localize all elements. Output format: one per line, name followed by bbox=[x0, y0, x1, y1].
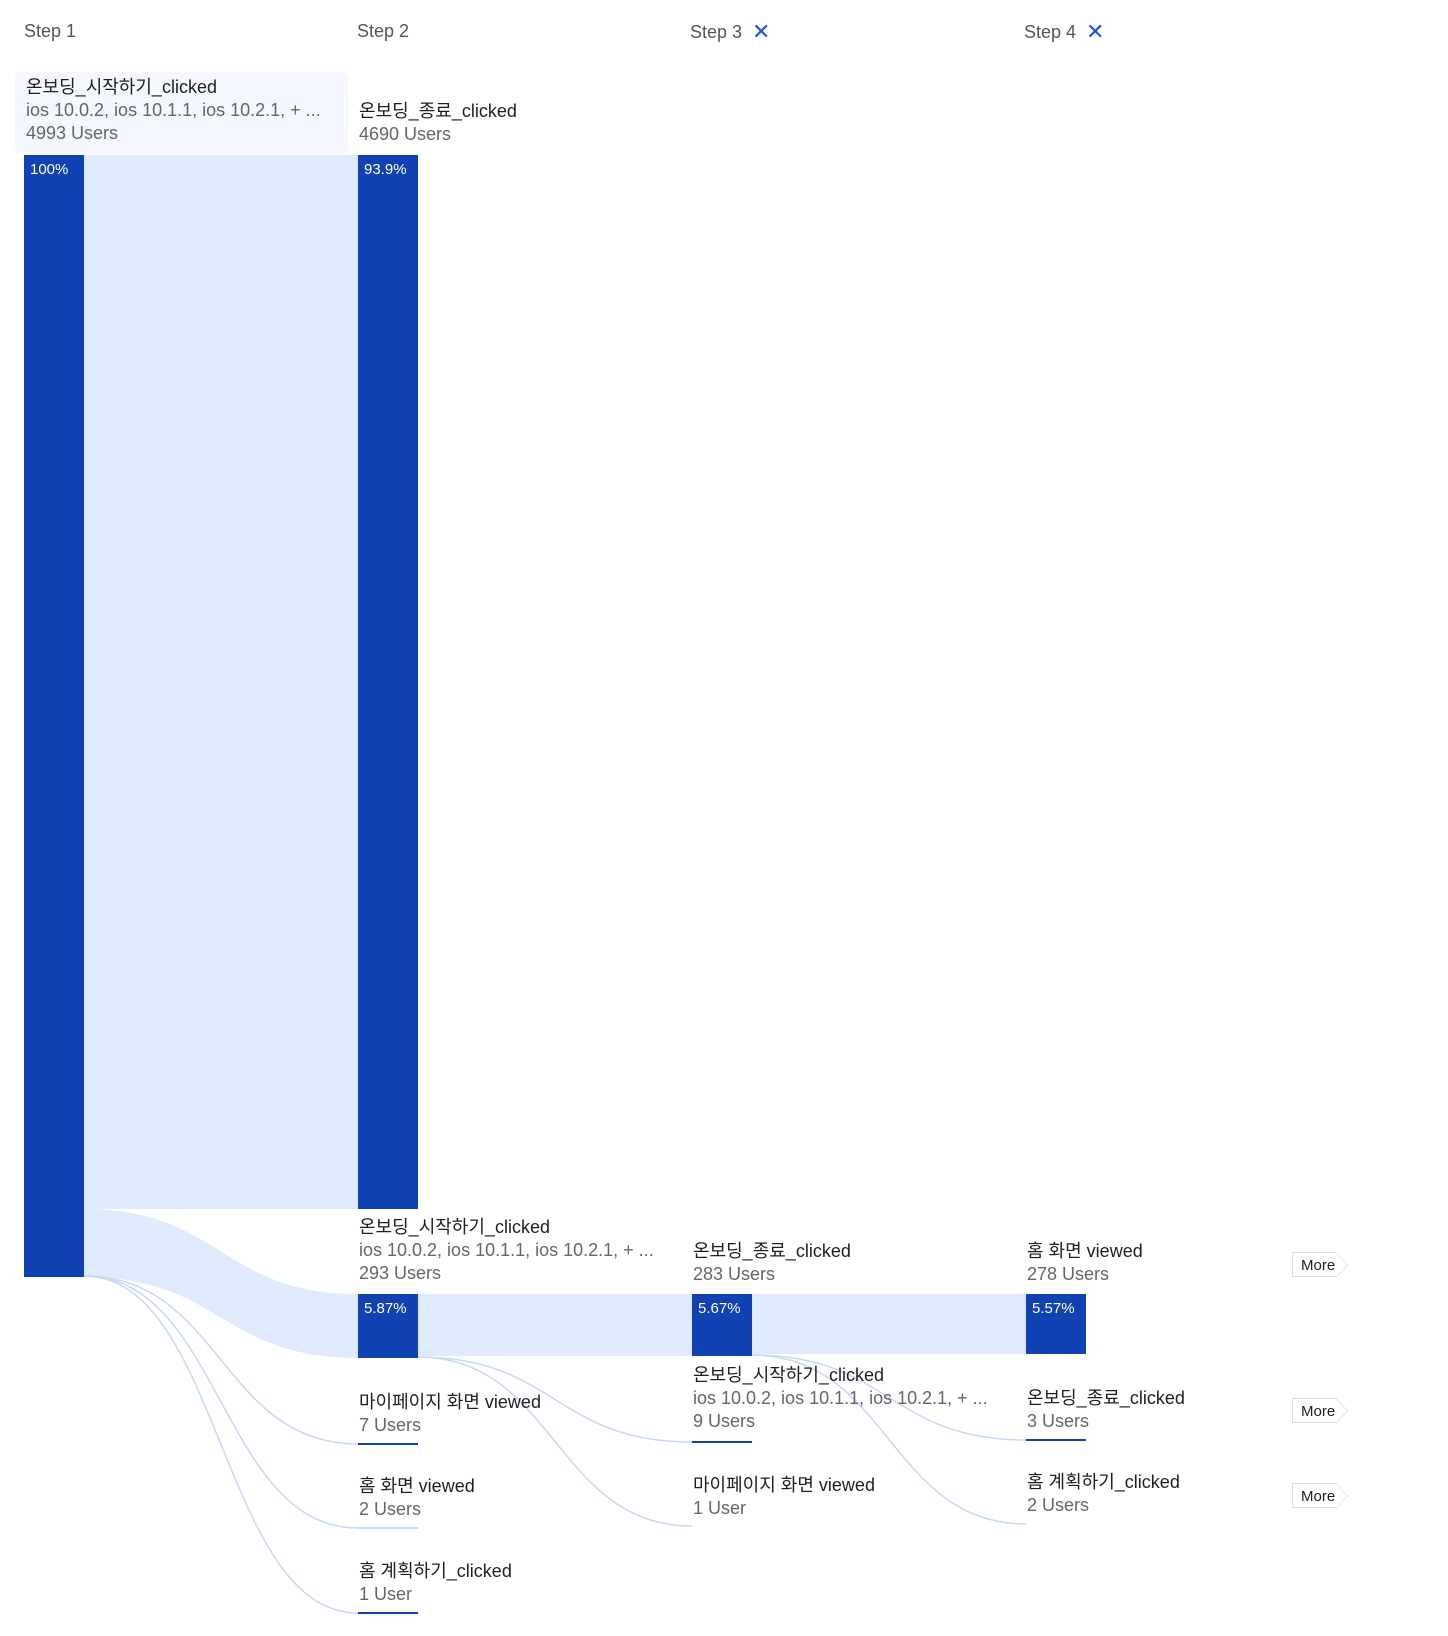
node-title: 홈 계획하기_clicked bbox=[359, 1561, 512, 1581]
bar-percent: 5.87% bbox=[364, 1300, 407, 1317]
node-title: 온보딩_시작하기_clicked bbox=[26, 77, 217, 97]
bar-s2a[interactable]: 93.9% bbox=[358, 155, 418, 1209]
node-title: 온보딩_시작하기_clicked bbox=[359, 1217, 550, 1237]
flow-s1-s2a bbox=[84, 155, 358, 1209]
flow-s3a-s4c bbox=[751, 1354, 1027, 1525]
bar-s4a[interactable]: 5.57% bbox=[1026, 1294, 1086, 1354]
node-users: 278 Users bbox=[1027, 1264, 1110, 1284]
step-1-header: Step 1 bbox=[24, 21, 76, 42]
bar-s4b bbox=[1026, 1439, 1086, 1441]
node-title: 홈 화면 viewed bbox=[359, 1476, 475, 1496]
node-users: 4993 Users bbox=[26, 123, 119, 143]
step-3-header: Step 3 ✕ bbox=[690, 21, 770, 43]
node-s3c[interactable]: 마이페이지 화면 viewed 1 User bbox=[693, 1474, 875, 1520]
more-button-s4b[interactable]: More bbox=[1292, 1398, 1348, 1424]
step-label: Step 2 bbox=[357, 21, 410, 41]
selected-node-highlight bbox=[15, 72, 348, 154]
bar-s2e bbox=[358, 1612, 418, 1614]
bar-percent: 5.67% bbox=[698, 1300, 741, 1317]
step-label: Step 1 bbox=[24, 21, 77, 41]
bar-s2b[interactable]: 5.87% bbox=[358, 1294, 418, 1358]
step-label: Step 3 bbox=[690, 21, 743, 42]
step-4-header: Step 4 ✕ bbox=[1024, 21, 1104, 43]
node-title: 홈 화면 viewed bbox=[1027, 1241, 1143, 1261]
flow-s1-s2c bbox=[83, 1275, 359, 1445]
bar-percent: 100% bbox=[30, 161, 69, 178]
node-users: 2 Users bbox=[359, 1499, 422, 1519]
node-users: 4690 Users bbox=[359, 124, 452, 144]
node-s2a[interactable]: 온보딩_종료_clicked 4690 Users bbox=[359, 100, 517, 146]
flow-s3a-s4a bbox=[752, 1294, 1026, 1354]
bar-percent: 5.57% bbox=[1032, 1300, 1075, 1317]
node-title: 마이페이지 화면 viewed bbox=[359, 1392, 541, 1412]
close-icon[interactable]: ✕ bbox=[1086, 19, 1105, 44]
flow-s1-s2d bbox=[83, 1275, 359, 1529]
bar-s1[interactable]: 100% bbox=[24, 155, 84, 1277]
node-s2e[interactable]: 홈 계획하기_clicked 1 User bbox=[359, 1560, 512, 1606]
node-s2b[interactable]: 온보딩_시작하기_clicked ios 10.0.2, ios 10.1.1,… bbox=[359, 1216, 654, 1285]
node-users: 3 Users bbox=[1027, 1411, 1090, 1431]
node-users: 1 User bbox=[359, 1584, 413, 1604]
bar-s3a[interactable]: 5.67% bbox=[692, 1294, 752, 1356]
node-title: 마이페이지 화면 viewed bbox=[693, 1475, 875, 1495]
node-title: 온보딩_종료_clicked bbox=[693, 1241, 851, 1261]
bar-percent: 93.9% bbox=[364, 161, 407, 178]
flow-s2b-s3b bbox=[417, 1356, 693, 1443]
node-s1[interactable]: 온보딩_시작하기_clicked ios 10.0.2, ios 10.1.1,… bbox=[26, 76, 321, 145]
node-title: 온보딩_종료_clicked bbox=[1027, 1388, 1185, 1408]
node-users: 293 Users bbox=[359, 1263, 442, 1283]
node-users: 283 Users bbox=[693, 1264, 776, 1284]
flow-s3a-s4b bbox=[751, 1354, 1027, 1441]
node-s4b[interactable]: 온보딩_종료_clicked 3 Users bbox=[1027, 1387, 1185, 1433]
node-title: 온보딩_종료_clicked bbox=[359, 101, 517, 121]
flow-s1-s2b bbox=[84, 1209, 358, 1358]
node-s3a[interactable]: 온보딩_종료_clicked 283 Users bbox=[693, 1240, 851, 1286]
more-button-s4c[interactable]: More bbox=[1292, 1483, 1348, 1509]
close-icon[interactable]: ✕ bbox=[752, 19, 771, 44]
bar-s2d bbox=[358, 1527, 418, 1529]
node-title: 온보딩_시작하기_clicked bbox=[693, 1365, 884, 1385]
node-s2d[interactable]: 홈 화면 viewed 2 Users bbox=[359, 1475, 475, 1521]
bar-s3b bbox=[692, 1441, 752, 1443]
node-users: 7 Users bbox=[359, 1415, 422, 1435]
node-s2c[interactable]: 마이페이지 화면 viewed 7 Users bbox=[359, 1391, 541, 1437]
node-users: 2 Users bbox=[1027, 1495, 1090, 1515]
flow-s2b-s3a bbox=[418, 1294, 692, 1356]
more-button-s4a[interactable]: More bbox=[1292, 1252, 1348, 1278]
flow-s1-s2e bbox=[83, 1275, 359, 1614]
flow-s2b-s3c bbox=[417, 1356, 693, 1527]
node-s4c[interactable]: 홈 계획하기_clicked 2 Users bbox=[1027, 1471, 1180, 1517]
node-users: 1 User bbox=[693, 1498, 747, 1518]
step-label: Step 4 bbox=[1024, 21, 1077, 42]
bar-s2c bbox=[358, 1443, 418, 1445]
node-s3b[interactable]: 온보딩_시작하기_clicked ios 10.0.2, ios 10.1.1,… bbox=[693, 1364, 988, 1433]
node-s4a[interactable]: 홈 화면 viewed 278 Users bbox=[1027, 1240, 1143, 1286]
node-filter: ios 10.0.2, ios 10.1.1, ios 10.2.1, + ..… bbox=[693, 1388, 988, 1408]
node-filter: ios 10.0.2, ios 10.1.1, ios 10.2.1, + ..… bbox=[359, 1240, 654, 1260]
step-2-header: Step 2 bbox=[357, 21, 409, 42]
node-users: 9 Users bbox=[693, 1411, 756, 1431]
node-filter: ios 10.0.2, ios 10.1.1, ios 10.2.1, + ..… bbox=[26, 100, 321, 120]
node-title: 홈 계획하기_clicked bbox=[1027, 1472, 1180, 1492]
